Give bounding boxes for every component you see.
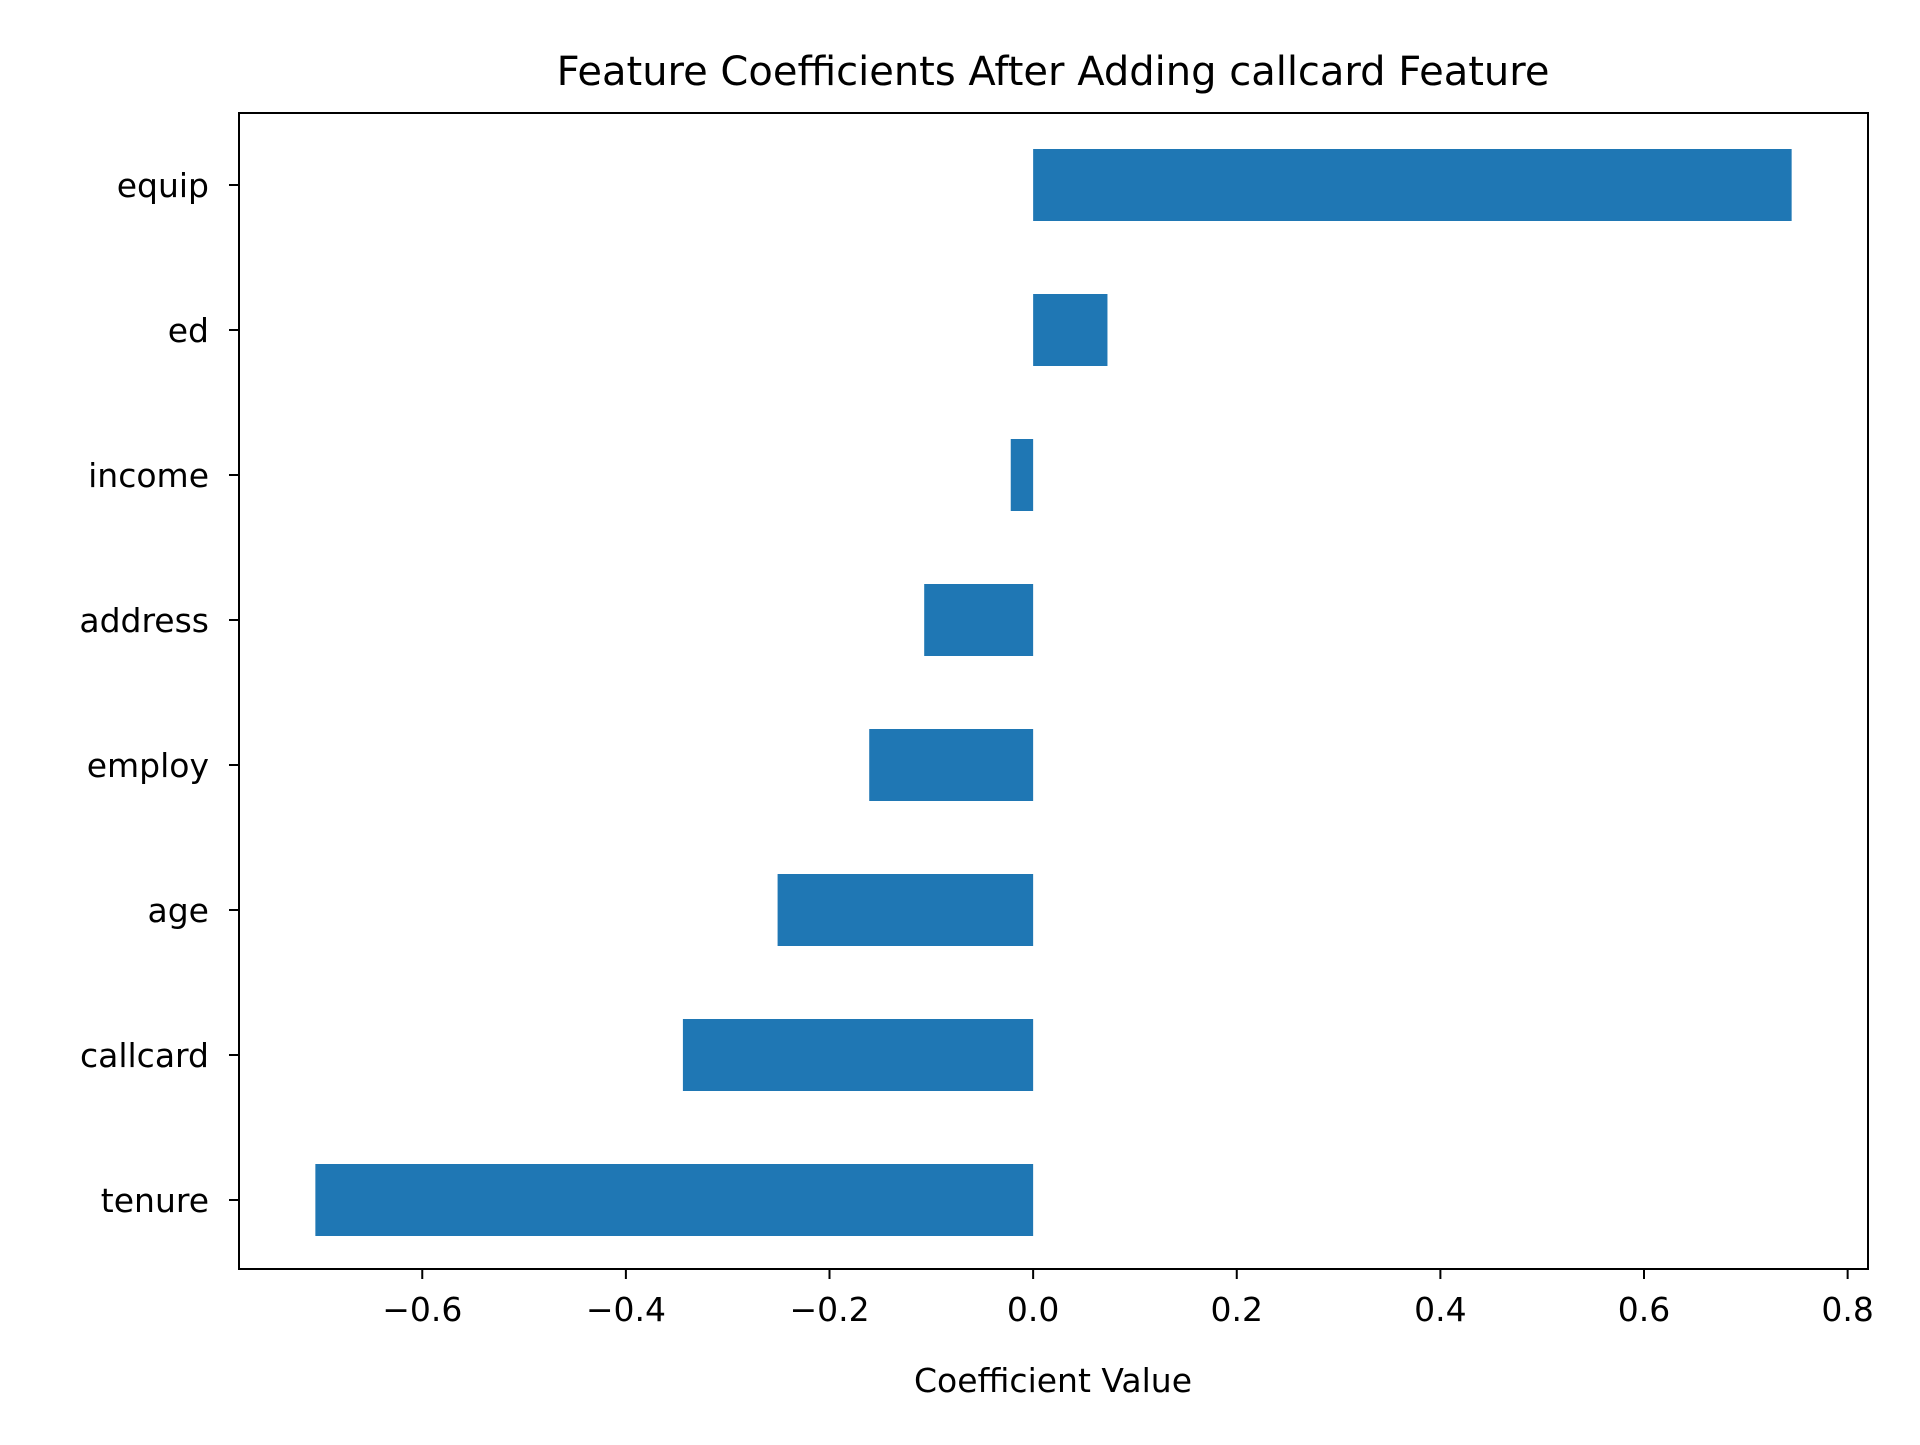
y-tick-label-equip: equip	[117, 166, 209, 205]
bar-tenure	[315, 1164, 1034, 1236]
bar-employ	[869, 729, 1034, 801]
bar-callcard	[682, 1019, 1034, 1091]
x-tick-label-7: 0.8	[1821, 1290, 1873, 1329]
bar-ed	[1033, 294, 1108, 366]
x-tick-label-3: 0.0	[1007, 1290, 1059, 1329]
bar-age	[777, 874, 1034, 946]
y-tick-label-callcard: callcard	[80, 1036, 209, 1075]
y-tick-label-tenure: tenure	[101, 1181, 209, 1220]
chart-title: Feature Coefficients After Adding callca…	[557, 49, 1550, 95]
x-axis: −0.6 −0.4 −0.2 0.0 0.2 0.4 0.6 0.8	[382, 1269, 1874, 1329]
x-tick-label-5: 0.4	[1414, 1290, 1466, 1329]
y-tick-label-age: age	[148, 891, 209, 930]
bar-address	[924, 584, 1034, 656]
bar-equip	[1033, 149, 1792, 221]
y-tick-label-ed: ed	[168, 311, 209, 350]
x-tick-label-6: 0.6	[1618, 1290, 1670, 1329]
y-axis: equip ed income address employ age callcard ten…	[79, 166, 239, 1220]
y-tick-label-employ: employ	[87, 746, 209, 785]
x-tick-label-1: −0.4	[586, 1290, 666, 1329]
x-tick-label-2: −0.2	[789, 1290, 869, 1329]
bar-income	[1010, 439, 1034, 511]
plot-frame	[238, 112, 1869, 1270]
bars-layer	[315, 149, 1792, 1236]
x-tick-label-4: 0.2	[1211, 1290, 1263, 1329]
y-tick-label-income: income	[88, 456, 209, 495]
x-axis-label: Coefficient Value	[914, 1361, 1192, 1400]
y-tick-label-address: address	[79, 601, 209, 640]
x-tick-label-0: −0.6	[382, 1290, 462, 1329]
